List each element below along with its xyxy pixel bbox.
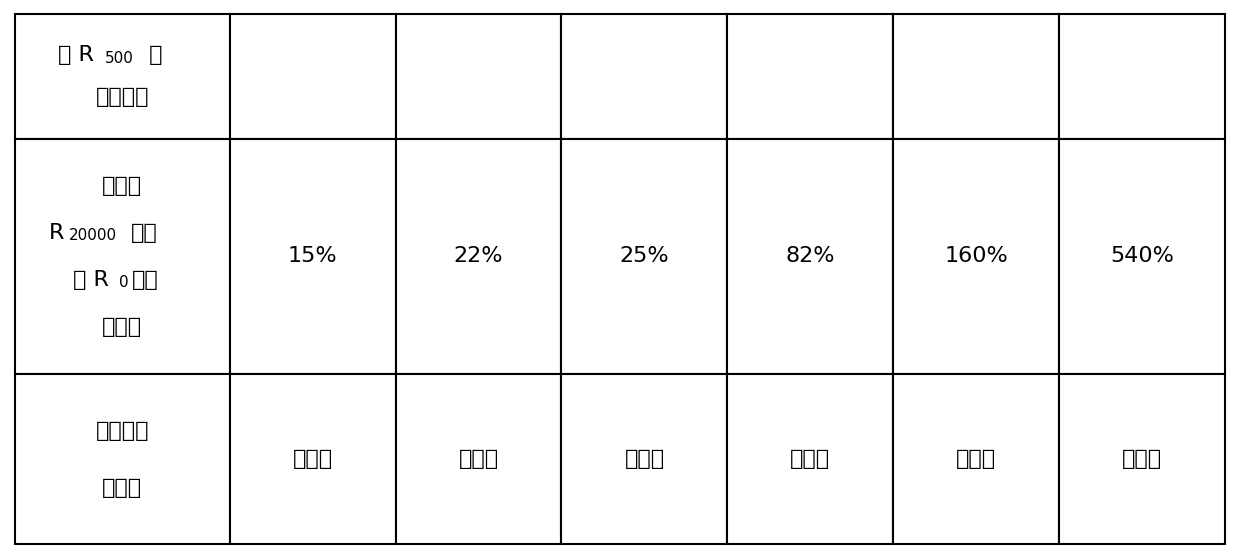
Text: 无污染: 无污染 (1122, 449, 1162, 469)
Bar (229, 14, 396, 138)
Text: 25%: 25% (620, 247, 670, 267)
Bar (229, 138, 396, 374)
Bar (1059, 138, 1225, 374)
Text: 22%: 22% (454, 247, 503, 267)
Bar (15, 14, 229, 138)
Text: 15%: 15% (288, 247, 337, 267)
Text: 0: 0 (119, 275, 129, 290)
Bar (562, 14, 728, 138)
Text: 化程度: 化程度 (102, 318, 143, 337)
Text: 500: 500 (104, 51, 134, 66)
Bar (562, 374, 728, 544)
Bar (229, 374, 396, 544)
Bar (1059, 14, 1225, 138)
Bar (893, 138, 1059, 374)
Bar (728, 374, 893, 544)
Text: 相对: 相对 (131, 223, 157, 243)
Bar (562, 138, 728, 374)
Bar (728, 138, 893, 374)
Text: 测试样: 测试样 (102, 176, 143, 196)
Bar (396, 14, 562, 138)
Text: 的: 的 (141, 45, 162, 65)
Text: 540%: 540% (1110, 247, 1174, 267)
Bar (893, 374, 1059, 544)
Bar (893, 14, 1059, 138)
Text: 20000: 20000 (69, 228, 117, 243)
Text: 染情况: 染情况 (102, 478, 143, 498)
Bar (15, 138, 229, 374)
Text: 无污染: 无污染 (293, 449, 332, 469)
Bar (728, 14, 893, 138)
Text: 无污染: 无污染 (625, 449, 665, 469)
Text: 的变: 的变 (131, 270, 159, 290)
Text: 感光鼓污: 感光鼓污 (95, 421, 149, 441)
Bar (1059, 374, 1225, 544)
Bar (396, 374, 562, 544)
Text: 无污染: 无污染 (956, 449, 996, 469)
Text: 无污染: 无污染 (459, 449, 498, 469)
Bar (396, 138, 562, 374)
Text: 82%: 82% (786, 247, 835, 267)
Text: 于 R: 于 R (58, 45, 94, 65)
Bar (15, 374, 229, 544)
Text: 无污染: 无污染 (790, 449, 831, 469)
Text: 160%: 160% (945, 247, 1008, 267)
Text: 变化程度: 变化程度 (95, 87, 149, 107)
Text: 于 R: 于 R (73, 270, 109, 290)
Text: R: R (50, 223, 64, 243)
